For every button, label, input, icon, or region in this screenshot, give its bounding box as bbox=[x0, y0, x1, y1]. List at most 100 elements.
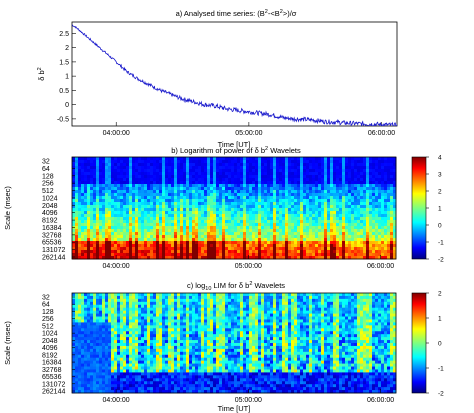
heatmap-cell bbox=[90, 211, 94, 215]
heatmap-cell bbox=[84, 178, 88, 182]
heatmap-cell bbox=[102, 160, 106, 164]
heatmap-cell bbox=[93, 241, 97, 245]
heatmap-cell bbox=[300, 250, 304, 254]
heatmap-cell bbox=[120, 325, 124, 329]
heatmap-cell bbox=[336, 184, 340, 188]
heatmap-cell bbox=[177, 322, 181, 326]
heatmap-cell bbox=[174, 205, 178, 209]
heatmap-cell bbox=[390, 199, 394, 203]
heatmap-cell bbox=[78, 220, 82, 224]
heatmap-cell bbox=[147, 301, 151, 306]
heatmap-cell bbox=[102, 226, 106, 230]
heatmap-cell bbox=[315, 220, 319, 224]
heatmap-cell bbox=[99, 307, 103, 312]
heatmap-cell bbox=[231, 241, 235, 245]
heatmap-cell bbox=[243, 232, 247, 236]
heatmap-cell bbox=[114, 293, 118, 297]
heatmap-cell bbox=[129, 325, 133, 329]
heatmap-cell bbox=[120, 372, 124, 376]
heatmap-cell bbox=[126, 357, 130, 362]
heatmap-cell bbox=[267, 184, 271, 188]
heatmap-cell bbox=[360, 247, 364, 251]
heatmap-cell bbox=[111, 226, 115, 230]
heatmap-cell bbox=[171, 366, 175, 370]
heatmap-cell bbox=[291, 163, 295, 167]
heatmap-cell bbox=[114, 166, 118, 170]
heatmap-cell bbox=[156, 169, 160, 173]
heatmap-cell bbox=[294, 178, 298, 182]
heatmap-cell bbox=[276, 229, 280, 233]
heatmap-cell bbox=[138, 298, 142, 303]
heatmap-cell bbox=[96, 369, 100, 373]
heatmap-cell bbox=[300, 232, 304, 236]
heatmap-cell bbox=[120, 244, 124, 248]
heatmap-cell bbox=[81, 172, 85, 176]
heatmap-cell bbox=[135, 229, 139, 233]
heatmap-cell bbox=[273, 244, 277, 248]
heatmap-cell bbox=[267, 199, 271, 203]
heatmap-cell bbox=[138, 205, 142, 209]
heatmap-cell bbox=[138, 319, 142, 323]
heatmap-cell bbox=[138, 187, 142, 191]
heatmap-cell bbox=[120, 214, 124, 218]
heatmap-cell bbox=[174, 160, 178, 164]
heatmap-cell bbox=[144, 184, 148, 188]
heatmap-cell bbox=[384, 214, 388, 218]
heatmap-cell bbox=[216, 196, 220, 200]
heatmap-cell bbox=[378, 244, 382, 248]
heatmap-cell bbox=[390, 235, 394, 239]
heatmap-cell bbox=[381, 190, 385, 194]
heatmap-cell bbox=[72, 235, 76, 239]
heatmap-cell bbox=[201, 256, 205, 260]
heatmap-cell bbox=[300, 220, 304, 224]
heatmap-cell bbox=[390, 178, 394, 182]
heatmap-cell bbox=[366, 217, 370, 221]
heatmap-cell bbox=[231, 163, 235, 167]
heatmap-cell bbox=[138, 196, 142, 200]
heatmap-cell bbox=[234, 229, 238, 233]
heatmap-cell bbox=[219, 202, 223, 206]
heatmap-cell bbox=[369, 250, 373, 254]
heatmap-cell bbox=[162, 232, 166, 236]
heatmap-cell bbox=[213, 247, 217, 251]
heatmap-cell bbox=[114, 172, 118, 176]
heatmap-cell bbox=[90, 343, 94, 347]
heatmap-cell bbox=[240, 187, 244, 191]
heatmap-cell bbox=[81, 250, 85, 254]
heatmap-cell bbox=[135, 238, 139, 242]
heatmap-cell bbox=[282, 208, 286, 212]
heatmap-cell bbox=[132, 199, 136, 203]
heatmap-cell bbox=[282, 157, 286, 161]
heatmap-cell bbox=[309, 253, 313, 257]
heatmap-cell bbox=[252, 205, 256, 209]
heatmap-cell bbox=[75, 345, 79, 350]
heatmap-cell bbox=[339, 205, 343, 209]
heatmap-cell bbox=[183, 226, 187, 230]
heatmap-cell bbox=[297, 169, 301, 173]
heatmap-cell bbox=[117, 181, 121, 185]
heatmap-cell bbox=[108, 348, 112, 353]
heatmap-cell bbox=[354, 193, 358, 197]
heatmap-cell bbox=[165, 235, 169, 239]
heatmap-cell bbox=[273, 190, 277, 194]
heatmap-cell bbox=[141, 193, 145, 197]
heatmap-cell bbox=[387, 160, 391, 164]
heatmap-cell bbox=[297, 238, 301, 242]
heatmap-cell bbox=[204, 250, 208, 254]
heatmap-cell bbox=[327, 160, 331, 164]
heatmap-cell bbox=[195, 244, 199, 248]
heatmap-cell bbox=[180, 235, 184, 239]
heatmap-cell bbox=[321, 214, 325, 218]
heatmap-cell bbox=[354, 169, 358, 173]
heatmap-cell bbox=[96, 298, 100, 303]
heatmap-cell bbox=[129, 334, 133, 338]
heatmap-cell bbox=[249, 238, 253, 242]
heatmap-cell bbox=[210, 160, 214, 164]
heatmap-cell bbox=[231, 235, 235, 239]
heatmap-cell bbox=[150, 334, 154, 338]
heatmap-cell bbox=[84, 343, 88, 347]
heatmap-cell bbox=[288, 181, 292, 185]
heatmap-cell bbox=[348, 253, 352, 257]
heatmap-cell bbox=[162, 331, 166, 335]
heatmap-cell bbox=[294, 157, 298, 161]
